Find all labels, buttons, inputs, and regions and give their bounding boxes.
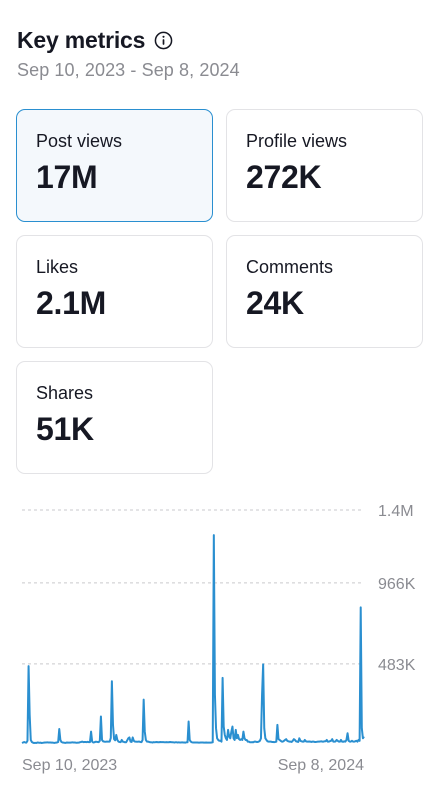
series-line-post-views [21, 534, 365, 744]
metric-card-likes[interactable]: Likes 2.1M [16, 235, 213, 348]
x-tick-end: Sep 8, 2024 [278, 757, 364, 774]
chart-y-ticks: 483K 966K 1.4M [378, 503, 416, 674]
metric-value: 272K [246, 159, 322, 195]
metric-value: 24K [246, 285, 304, 321]
y-tick-label-2: 1.4M [378, 503, 414, 520]
y-tick-label-0: 483K [378, 657, 416, 674]
metric-label: Post views [36, 131, 123, 151]
metric-label: Shares [36, 383, 94, 403]
x-tick-start: Sep 10, 2023 [22, 757, 117, 774]
y-tick-label-1: 966K [378, 576, 416, 593]
chart-gridlines [22, 509, 364, 665]
metric-value: 17M [36, 159, 98, 195]
title-row: Key metrics [17, 26, 427, 54]
date-range: Sep 10, 2023 - Sep 8, 2024 [17, 60, 240, 80]
post-views-chart[interactable]: 483K 966K 1.4M Sep 10, 2023 Sep 8, 2024 [0, 490, 443, 790]
metric-label: Comments [246, 257, 334, 277]
metric-label: Likes [36, 257, 79, 277]
metric-value: 51K [36, 411, 94, 447]
metric-card-shares[interactable]: Shares 51K [16, 361, 213, 474]
metric-card-comments[interactable]: Comments 24K [226, 235, 423, 348]
metric-value: 2.1M [36, 285, 106, 321]
metric-card-post-views[interactable]: Post views 17M [16, 109, 213, 222]
metric-label: Profile views [246, 131, 348, 151]
info-icon[interactable] [154, 31, 173, 50]
metric-card-profile-views[interactable]: Profile views 272K [226, 109, 423, 222]
page-title: Key metrics [17, 26, 146, 53]
key-metrics-header: Key metrics Sep 10, 2023 - Sep 8, 2024 [17, 26, 427, 81]
